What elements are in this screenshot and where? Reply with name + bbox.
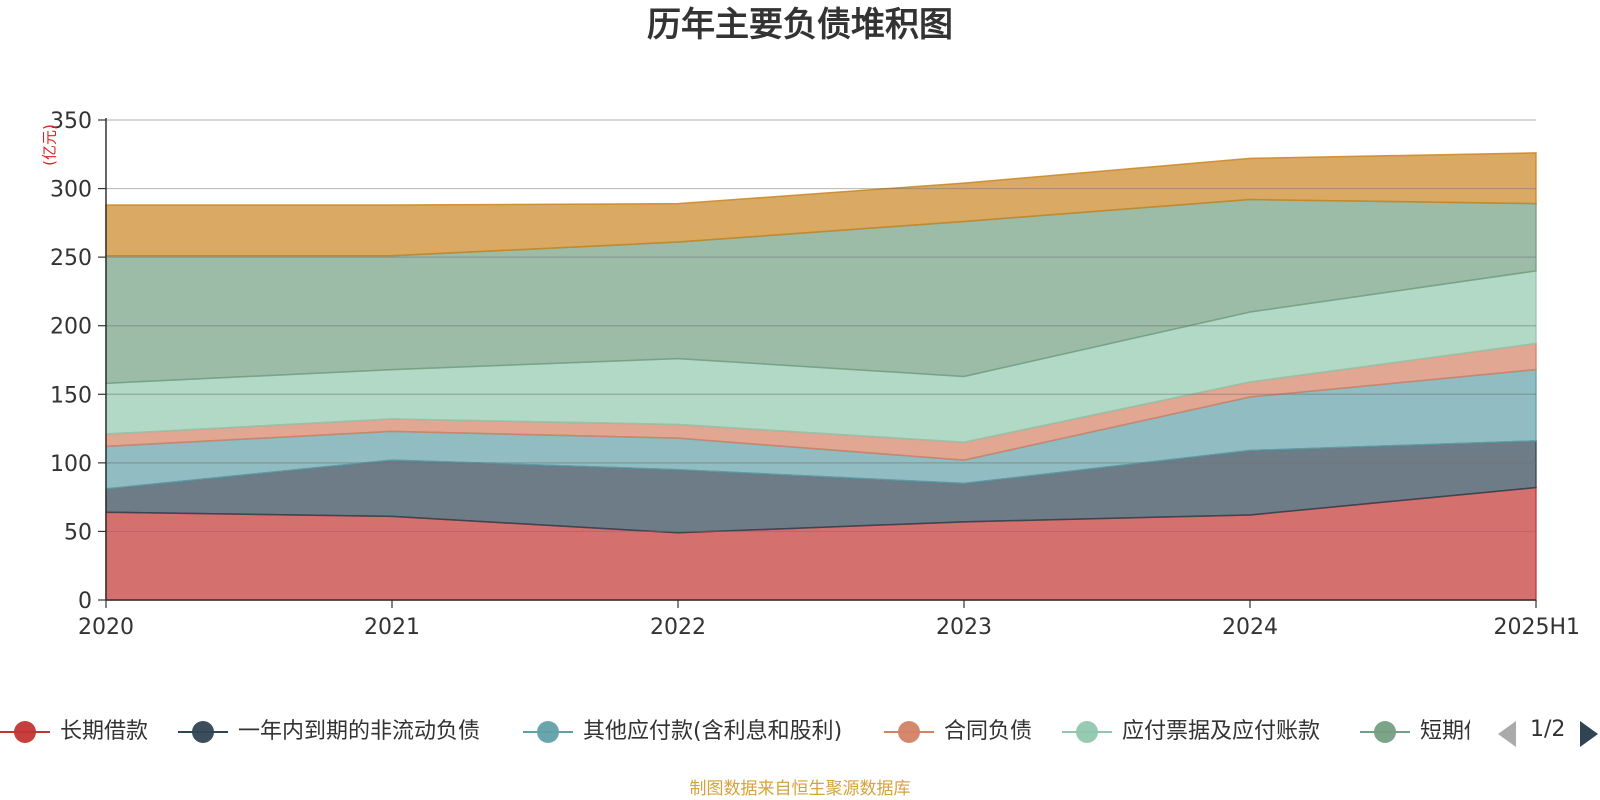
legend-page-indicator: 1/2 [1530, 717, 1566, 742]
y-axis-label: (亿元) [41, 124, 59, 166]
x-tick-label: 2025H1 [1493, 615, 1580, 640]
chart-plot: 0 50 100 150 200 250 300 350 2020 2021 2022 2023 202… [41, 109, 1581, 640]
y-tick-label: 50 [64, 520, 92, 545]
y-tick-label: 300 [50, 178, 92, 203]
x-tick-label: 2023 [936, 615, 992, 640]
legend-marker-icon [1360, 721, 1410, 743]
source-note: 制图数据来自恒生聚源数据库 [689, 779, 911, 799]
legend-label: 一年内到期的非流动负债 [238, 719, 481, 744]
x-tick-label: 2021 [364, 615, 420, 640]
legend: 长期借款 一年内到期的非流动负债 其他应付款(含利息和股利) 合同负债 应付票据及应付账… [0, 712, 1470, 752]
y-tick-label: 0 [78, 589, 92, 614]
legend-item[interactable]: 长期借款 [0, 712, 360, 752]
legend-marker-icon [523, 721, 573, 743]
legend-item[interactable]: 其他应付款(含利息和股利) [523, 712, 883, 752]
legend-label: 长期借款 [60, 719, 149, 744]
y-tick-label: 150 [50, 383, 92, 408]
chart-title: 历年主要负债堆积图 [647, 5, 953, 45]
legend-item[interactable]: 一年内到期的非流动负债 [178, 712, 538, 752]
legend-label: 其他应付款(含利息和股利) [583, 719, 843, 744]
legend-item[interactable]: 短期借款 [1360, 712, 1470, 752]
x-tick-label: 2020 [78, 615, 134, 640]
x-tick-label: 2024 [1222, 615, 1278, 640]
legend-marker-icon [0, 721, 50, 743]
legend-marker-icon [178, 721, 228, 743]
legend-label: 合同负债 [944, 719, 1033, 744]
legend-item[interactable]: 应付票据及应付账款 [1062, 712, 1422, 752]
legend-prev-page-icon[interactable] [1498, 721, 1516, 747]
y-tick-label: 200 [50, 315, 92, 340]
legend-marker-icon [884, 721, 934, 743]
legend-label: 应付票据及应付账款 [1122, 719, 1321, 744]
legend-label: 短期借款 [1420, 719, 1470, 744]
area-series-layer [105, 152, 1537, 601]
y-tick-label: 250 [50, 246, 92, 271]
y-tick-label: 100 [50, 452, 92, 477]
legend-marker-icon [1062, 721, 1112, 743]
x-tick-label: 2022 [650, 615, 706, 640]
legend-item[interactable]: 合同负债 [884, 712, 1244, 752]
y-tick-label: 350 [50, 109, 92, 134]
legend-next-page-icon[interactable] [1580, 721, 1598, 747]
area-series-7 [105, 152, 1537, 257]
gridlines [106, 119, 1536, 533]
axes: 0 50 100 150 200 250 300 350 2020 2021 2022 2023 202… [50, 109, 1580, 640]
legend-pager: 1/2 [1498, 712, 1600, 752]
